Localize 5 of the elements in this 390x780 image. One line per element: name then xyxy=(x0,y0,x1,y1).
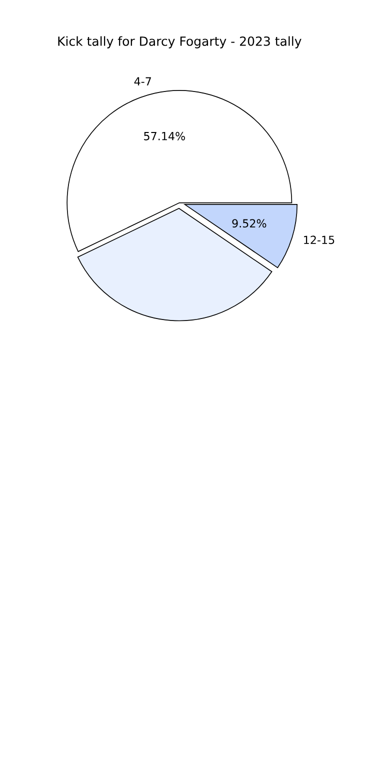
chart-title: Kick tally for Darcy Fogarty - 2023 tally xyxy=(58,36,302,48)
data-label: 57.14% xyxy=(144,132,185,140)
slice-label: 4-7 xyxy=(134,77,151,86)
data-label: 9.52% xyxy=(232,219,266,228)
slice-label: 12-15 xyxy=(304,236,334,244)
